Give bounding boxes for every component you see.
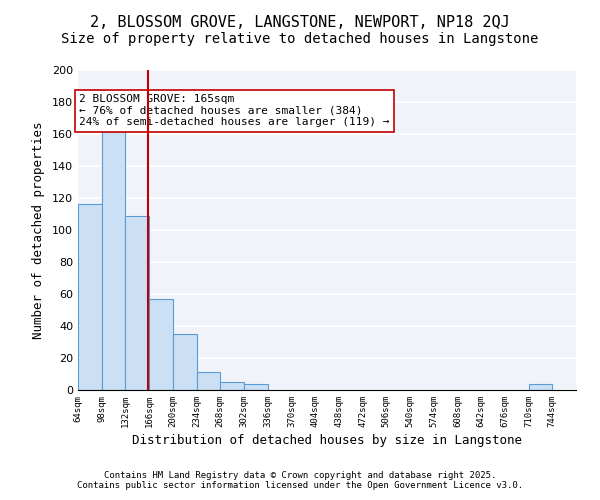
- Text: Contains public sector information licensed under the Open Government Licence v3: Contains public sector information licen…: [77, 481, 523, 490]
- X-axis label: Distribution of detached houses by size in Langstone: Distribution of detached houses by size …: [132, 434, 522, 447]
- Bar: [102, 129, 125, 390]
- Bar: [78, 204, 102, 390]
- Text: Size of property relative to detached houses in Langstone: Size of property relative to detached ho…: [61, 32, 539, 46]
- Y-axis label: Number of detached properties: Number of detached properties: [32, 121, 45, 339]
- Text: Contains HM Land Registry data © Crown copyright and database right 2025.: Contains HM Land Registry data © Crown c…: [104, 471, 496, 480]
- Bar: [125, 216, 149, 390]
- Bar: [529, 384, 552, 390]
- Text: 2 BLOSSOM GROVE: 165sqm
← 76% of detached houses are smaller (384)
24% of semi-d: 2 BLOSSOM GROVE: 165sqm ← 76% of detache…: [79, 94, 390, 127]
- Bar: [173, 334, 197, 390]
- Bar: [149, 299, 173, 390]
- Text: 2, BLOSSOM GROVE, LANGSTONE, NEWPORT, NP18 2QJ: 2, BLOSSOM GROVE, LANGSTONE, NEWPORT, NP…: [90, 15, 510, 30]
- Bar: [244, 384, 268, 390]
- Bar: [220, 382, 244, 390]
- Bar: [197, 372, 220, 390]
